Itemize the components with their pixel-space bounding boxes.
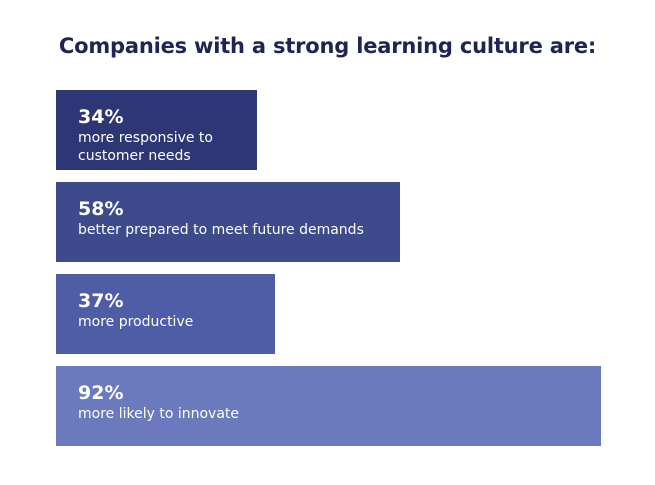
chart-title: Companies with a strong learning culture… xyxy=(58,34,597,58)
bar-value-label: 37% xyxy=(78,290,124,312)
bar: 92% more likely to innovate xyxy=(56,366,601,446)
bar-value-label: 92% xyxy=(78,382,124,404)
bar-value-label: 58% xyxy=(78,198,124,220)
bar-category-label: more productive xyxy=(78,314,194,330)
bar: 37% more productive xyxy=(56,274,275,354)
bar-value-label: 34% xyxy=(78,106,124,128)
bar: 58% better prepared to meet future deman… xyxy=(56,182,400,262)
bar-category-label: more responsive to customer needs xyxy=(78,130,213,164)
bar-category-label: more likely to innovate xyxy=(78,406,240,422)
bar-category-label: better prepared to meet future demands xyxy=(78,222,364,238)
bar: 34% more responsive to customer needs xyxy=(56,90,257,170)
